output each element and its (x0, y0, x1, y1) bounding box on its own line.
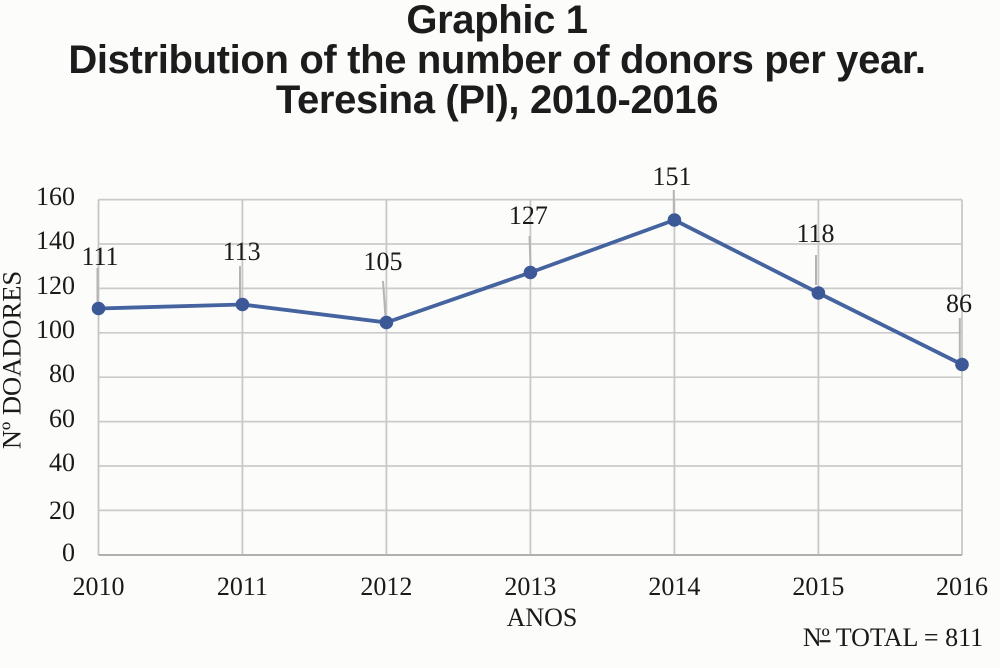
svg-text:86: 86 (946, 289, 972, 318)
svg-text:2014: 2014 (648, 572, 700, 601)
svg-text:2013: 2013 (504, 572, 556, 601)
svg-text:105: 105 (364, 247, 403, 276)
svg-text:20: 20 (49, 496, 75, 525)
svg-text:118: 118 (796, 219, 834, 248)
svg-text:2015: 2015 (792, 572, 844, 601)
svg-text:151: 151 (653, 162, 692, 191)
svg-text:2016: 2016 (936, 572, 988, 601)
svg-text:127: 127 (509, 201, 548, 230)
svg-text:Nº TOTAL = 811: Nº TOTAL = 811 (803, 623, 983, 652)
svg-text:2011: 2011 (217, 572, 268, 601)
svg-text:2010: 2010 (73, 572, 125, 601)
svg-text:80: 80 (49, 359, 75, 388)
svg-text:100: 100 (36, 315, 75, 344)
svg-text:40: 40 (49, 448, 75, 477)
svg-text:120: 120 (36, 271, 75, 300)
svg-text:160: 160 (36, 182, 75, 211)
svg-text:60: 60 (49, 404, 75, 433)
svg-text:ANOS: ANOS (507, 603, 578, 632)
svg-text:111: 111 (81, 242, 118, 271)
svg-text:2012: 2012 (360, 572, 412, 601)
svg-text:140: 140 (36, 226, 75, 255)
svg-text:Nº DOADORES: Nº DOADORES (0, 271, 27, 449)
svg-text:0: 0 (62, 538, 75, 567)
svg-text:113: 113 (223, 237, 261, 266)
